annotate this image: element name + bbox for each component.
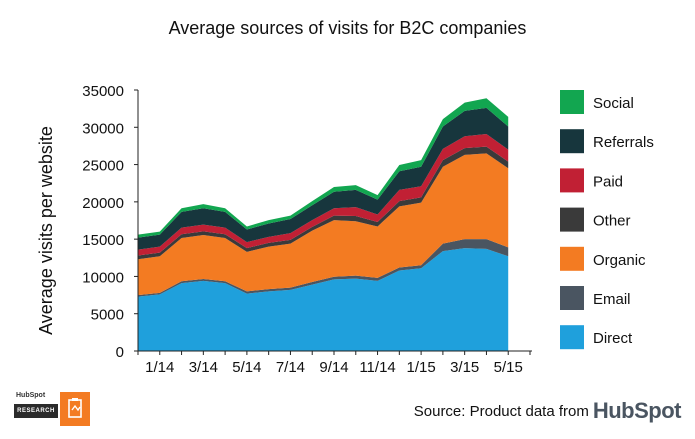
x-tick-label: 11/14 bbox=[359, 359, 395, 376]
legend-swatch-referrals bbox=[560, 129, 584, 154]
area-series-organic bbox=[138, 153, 509, 296]
legend-label-paid: Paid bbox=[593, 173, 623, 190]
legend-swatch-social bbox=[560, 90, 584, 114]
logo-label: RESEARCH bbox=[14, 404, 58, 418]
x-tick-label: 3/14 bbox=[189, 359, 218, 376]
legend-label-direct: Direct bbox=[593, 330, 633, 347]
legend-swatch-email bbox=[560, 286, 584, 310]
legend-label-social: Social bbox=[593, 95, 634, 112]
y-tick-label: 20000 bbox=[82, 195, 124, 212]
legend-swatch-direct bbox=[560, 325, 584, 350]
legend-swatch-paid bbox=[560, 168, 584, 193]
legend-label-email: Email bbox=[593, 291, 631, 308]
plot-areas bbox=[138, 98, 509, 351]
clipboard-icon bbox=[60, 392, 90, 426]
area-series-direct bbox=[138, 248, 509, 351]
area-series-paid bbox=[138, 133, 509, 256]
source-prefix: Source: Product data from bbox=[413, 402, 589, 420]
source-note: Source: Product data from HubSpot bbox=[413, 398, 682, 424]
x-tick-label: 1/14 bbox=[145, 359, 174, 376]
area-series-email bbox=[138, 239, 509, 297]
legend-swatch-organic bbox=[560, 246, 584, 271]
legend: Social Referrals Paid Other Organic Email Dire… bbox=[560, 90, 654, 350]
axes: 0 5000 10000 15000 20000 25000 30000 35000 1/14 3… bbox=[36, 83, 532, 376]
y-tick-label: 0 bbox=[116, 344, 124, 361]
y-axis-label: Average visits per website bbox=[36, 126, 56, 335]
chart-title: Average sources of visits for B2C compan… bbox=[168, 18, 527, 38]
legend-label-other: Other bbox=[593, 213, 631, 230]
y-tick-label: 15000 bbox=[82, 232, 124, 249]
source-brand-logo: HubSpot bbox=[592, 398, 682, 423]
legend-label-referrals: Referrals bbox=[593, 134, 654, 151]
x-tick-label: 3/15 bbox=[450, 359, 479, 376]
y-tick-label: 10000 bbox=[82, 269, 124, 286]
x-tick-label: 7/14 bbox=[276, 359, 305, 376]
legend-swatch-other bbox=[560, 207, 584, 232]
logo-brand: HubSpot bbox=[16, 392, 46, 399]
y-tick-label: 5000 bbox=[91, 307, 124, 324]
y-tick-label: 30000 bbox=[82, 120, 124, 137]
legend-label-organic: Organic bbox=[593, 252, 646, 269]
x-tick-label: 1/15 bbox=[407, 359, 436, 376]
x-tick-label: 5/14 bbox=[232, 359, 261, 376]
y-tick-label: 25000 bbox=[82, 158, 124, 175]
hubspot-research-logo: HubSpot RESEARCH bbox=[14, 390, 94, 428]
x-tick-label: 5/15 bbox=[494, 359, 523, 376]
y-tick-label: 35000 bbox=[82, 83, 124, 100]
x-tick-label: 9/14 bbox=[319, 359, 348, 376]
area-series-referrals bbox=[138, 107, 509, 250]
